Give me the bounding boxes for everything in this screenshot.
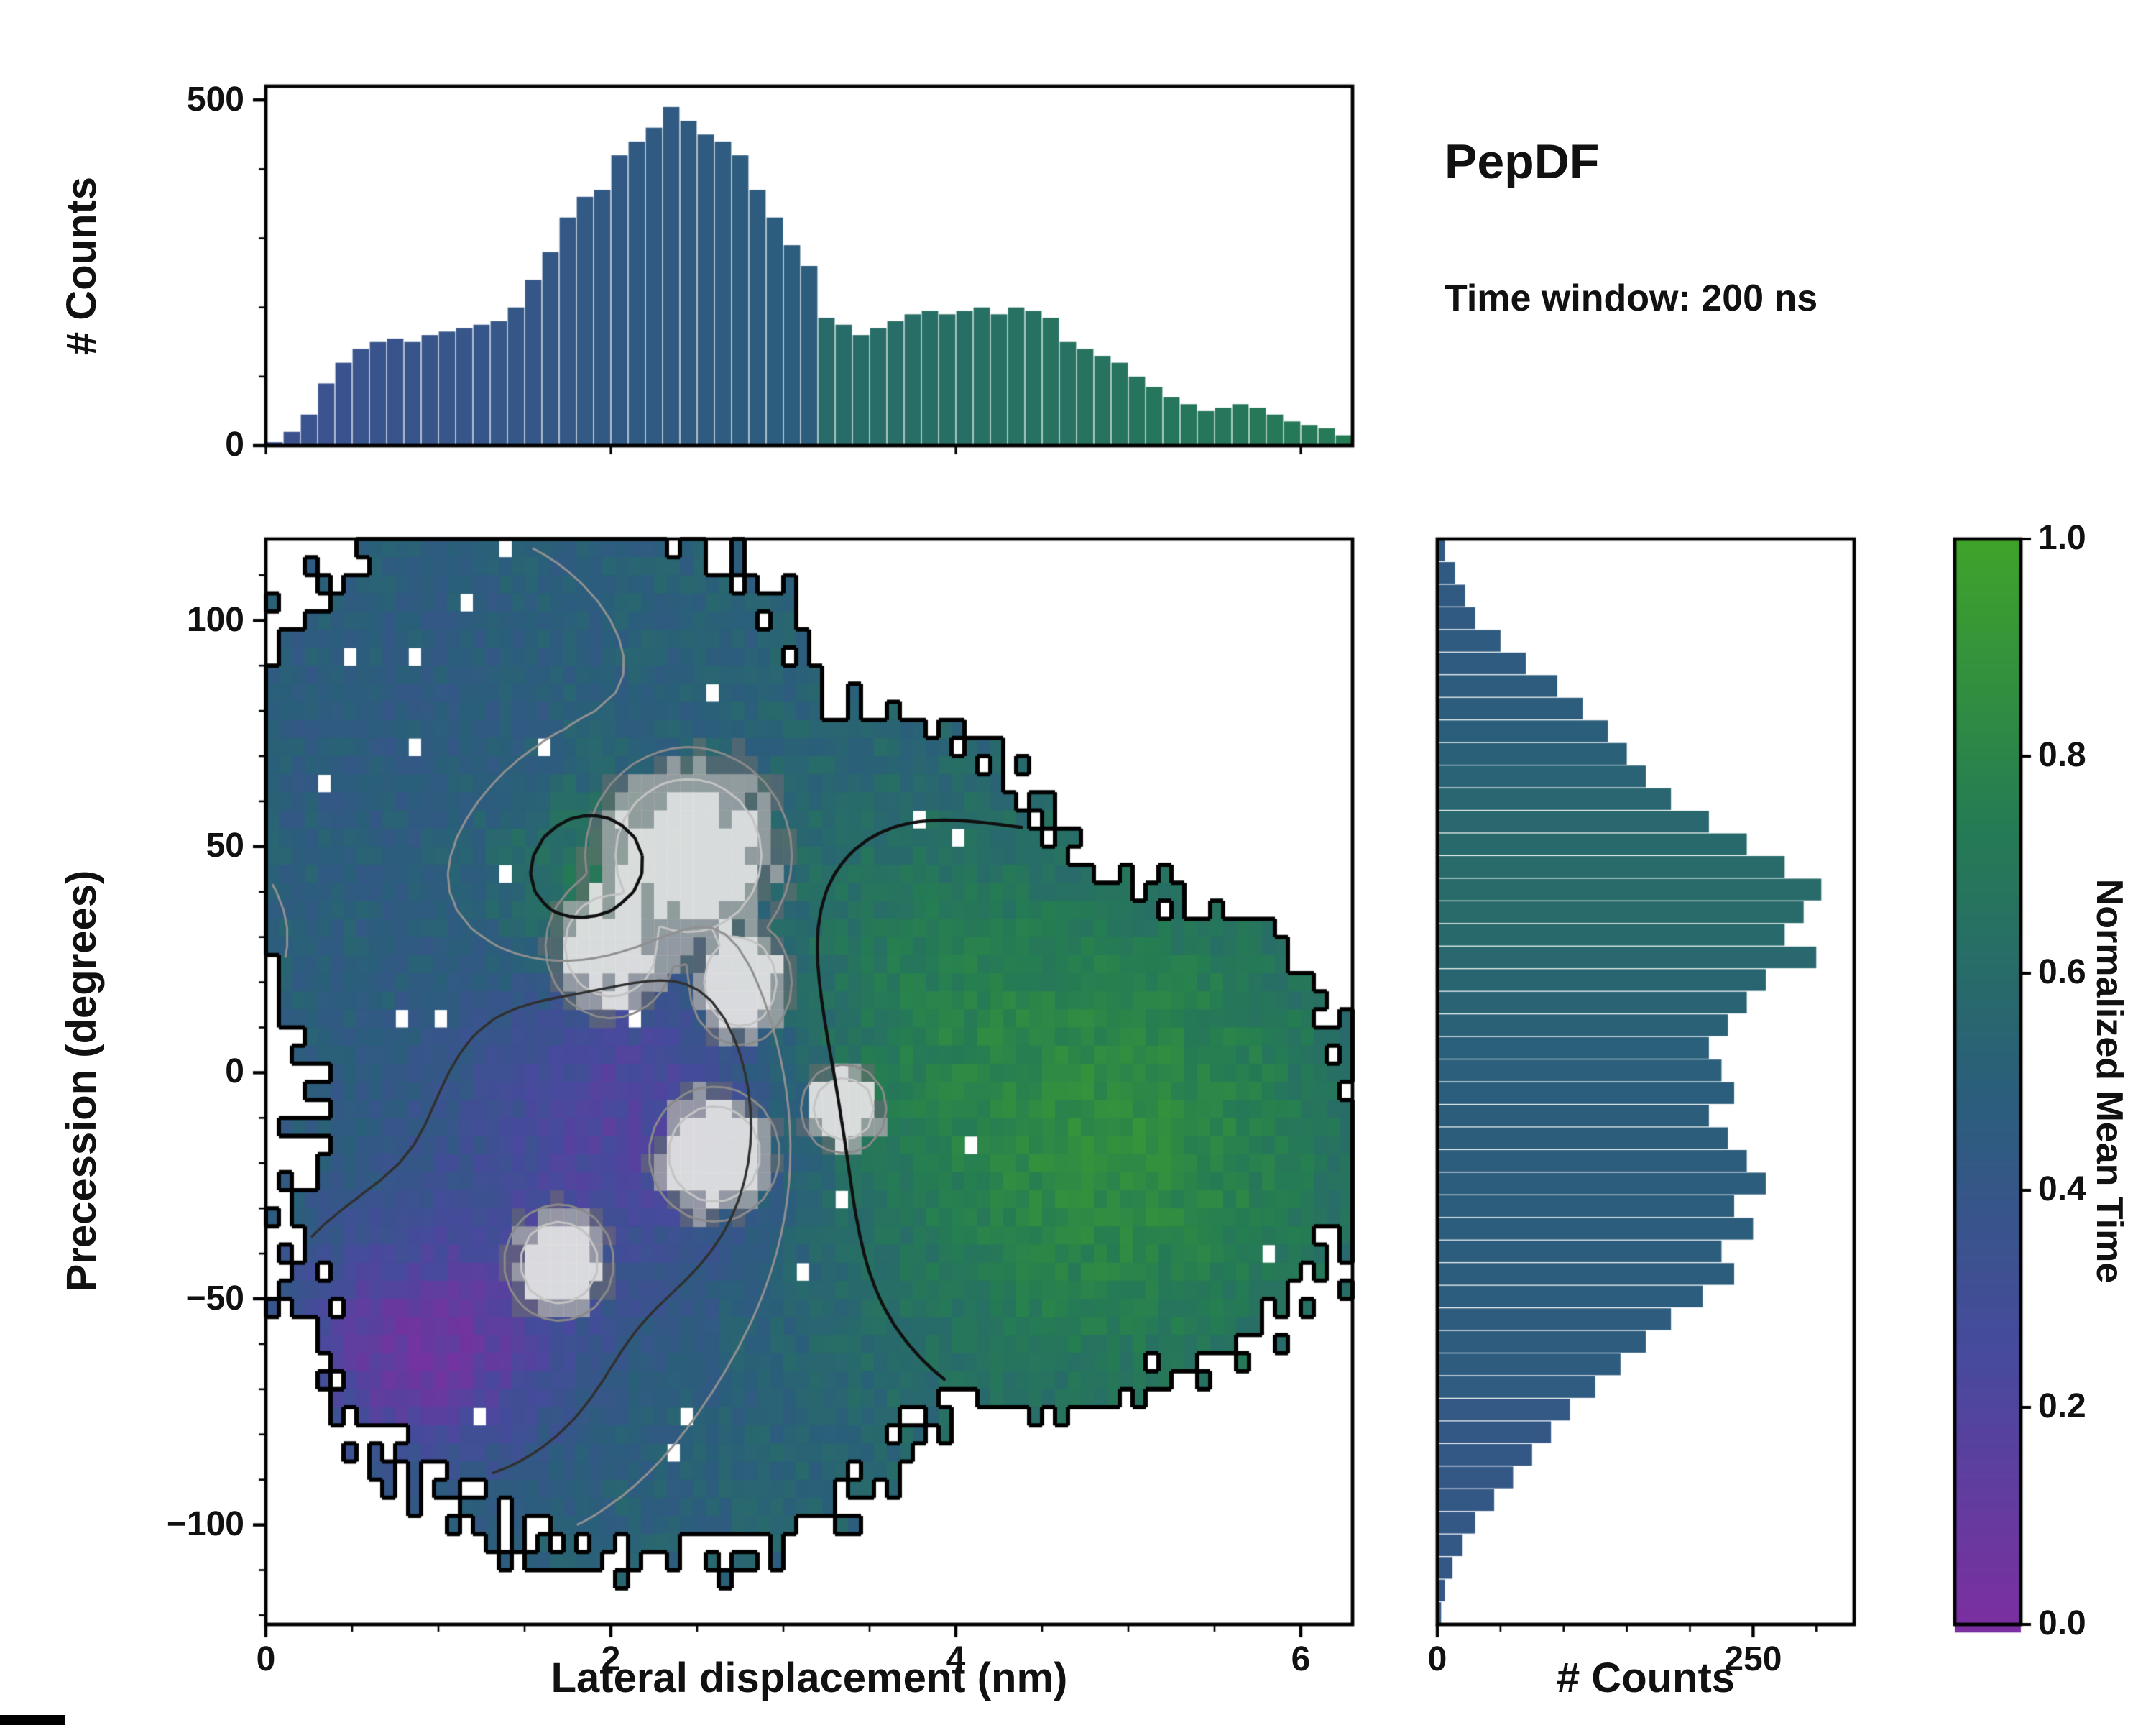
figure-subtitle: Time window: 200 ns: [1445, 276, 1818, 319]
top-counts-tick-label: 0: [225, 426, 244, 464]
y-tick-label: 100: [186, 600, 244, 640]
x-tick-label: 0: [256, 1640, 276, 1679]
right-counts-tick-label: 0: [1427, 1640, 1447, 1679]
y-tick-label: 50: [206, 826, 244, 865]
x-tick-label: 4: [946, 1640, 966, 1679]
colorbar-tick-label: 0.2: [2038, 1387, 2086, 1426]
x-axis-label: Lateral displacement (nm): [550, 1656, 1068, 1702]
top-counts-tick-label: 500: [186, 80, 244, 119]
y-axis-label: Precession (degrees): [60, 870, 106, 1292]
colorbar-tick-label: 1.0: [2038, 519, 2086, 558]
bottom-edge-artifact: [0, 1715, 65, 1725]
y-tick-label: −50: [185, 1279, 244, 1317]
figure-title: PepDF: [1445, 135, 1600, 190]
colorbar-tick-label: 0.8: [2038, 736, 2086, 775]
colorbar-tick-label: 0.4: [2038, 1170, 2086, 1209]
y-tick-label: −100: [166, 1504, 244, 1544]
colorbar-tick-label: 0.0: [2038, 1604, 2086, 1643]
y-tick-label: 0: [225, 1052, 244, 1092]
x-tick-label: 6: [1291, 1640, 1311, 1679]
right-marginal-x-axis-label: # Counts: [1556, 1656, 1736, 1702]
top-marginal-y-axis-label: # Counts: [60, 176, 106, 356]
x-tick-label: 2: [601, 1640, 621, 1679]
colorbar-label: Normalized Mean Time: [2088, 878, 2132, 1284]
right-counts-tick-label: 250: [1724, 1640, 1782, 1679]
colorbar-tick-label: 0.6: [2038, 953, 2086, 992]
